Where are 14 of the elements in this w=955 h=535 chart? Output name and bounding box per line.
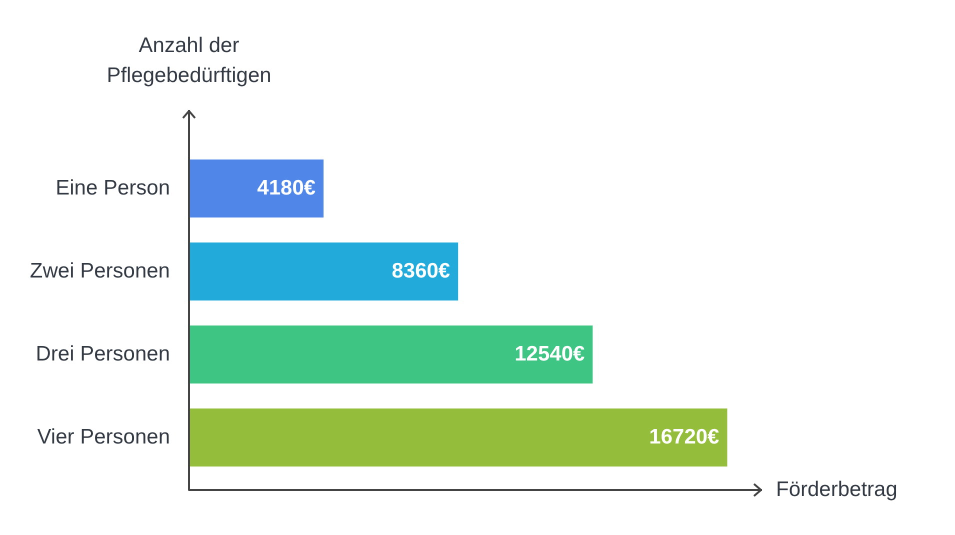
data-label: 16720€ xyxy=(649,425,720,448)
data-label: 12540€ xyxy=(514,342,585,366)
x-axis-title: Förderbetrag xyxy=(776,478,898,501)
y-tick-label: Vier Personen xyxy=(37,425,170,448)
bar xyxy=(189,242,458,301)
y-axis-title: Anzahl der Pflegebedürftigen xyxy=(106,34,272,87)
y-tick-label: Drei Personen xyxy=(36,342,170,366)
data-label: 4180€ xyxy=(257,176,316,200)
y-tick-label: Zwei Personen xyxy=(30,259,170,282)
bar xyxy=(189,159,324,218)
data-label: 8360€ xyxy=(392,259,450,282)
bar xyxy=(189,325,593,384)
bar xyxy=(189,408,728,467)
y-tick-label: Eine Person xyxy=(56,176,170,200)
